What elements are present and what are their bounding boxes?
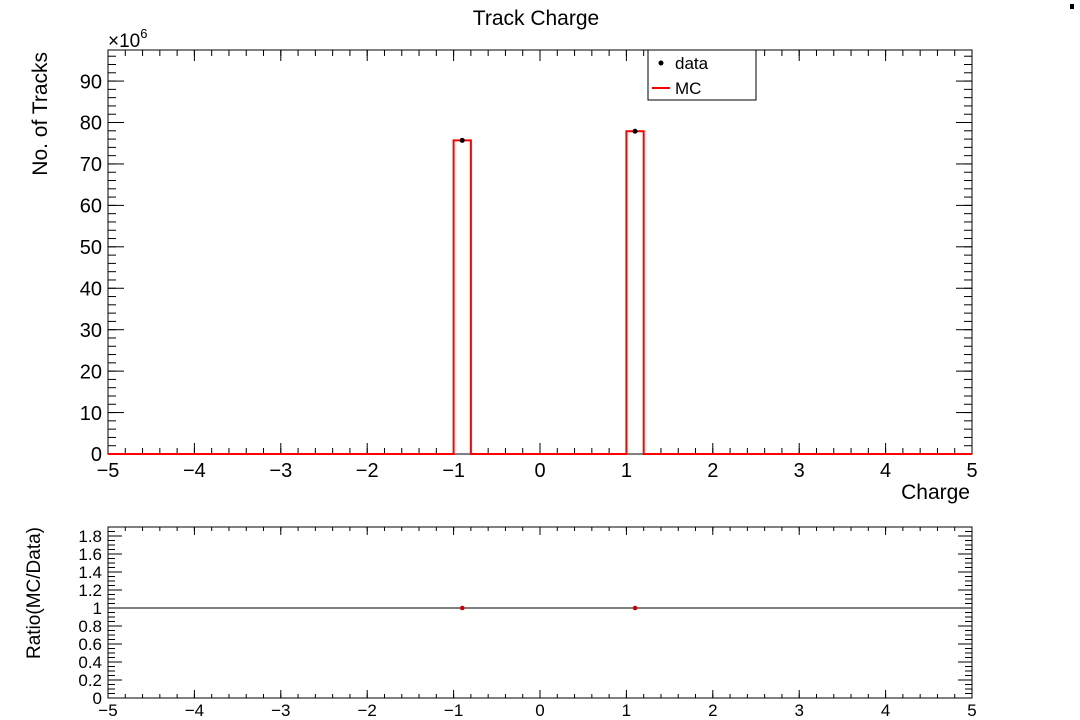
x-tick-label: 3 [794,701,803,720]
y-multiplier: ×106 [108,26,147,52]
x-tick-label: 0 [535,701,544,720]
legend-box [647,49,757,101]
main-plot-frame [107,49,973,455]
y-tick-label: 10 [80,403,102,425]
x-tick-label: −5 [97,460,120,482]
x-tick-label: −5 [98,701,117,720]
ratio-point [459,605,465,611]
y-tick-label: 1.6 [78,545,102,564]
x-tick-label: 5 [966,460,977,482]
x-tick-label: −2 [358,701,377,720]
ratio-plot: −5 −4 −3 −2 −1 0 1 2 3 4 500.20.40.60.811.21.41.61… [24,526,977,720]
data-point [459,137,465,143]
x-tick-label: −1 [444,701,463,720]
y-tick-label: 0.4 [78,653,102,672]
x-tick-label: 0 [534,460,545,482]
x-tick-label: 4 [880,460,891,482]
y-tick-label: 1.8 [78,527,102,546]
ratio-plot-frame [107,526,973,699]
x-tick-label: −3 [269,460,292,482]
y-tick-label: 1.4 [78,563,102,582]
x-tick-label: 5 [967,701,976,720]
x-tick-label: 1 [621,460,632,482]
y-tick-label: 0.2 [78,671,102,690]
y-tick-label: 60 [80,196,102,218]
y-axis-label: No. of Tracks [29,52,52,176]
chart-title: Track Charge [473,7,599,30]
y-tick-label: 20 [80,361,102,383]
y-tick-label: 90 [80,71,102,93]
x-tick-label: 1 [622,701,631,720]
y-tick-label: 0 [93,689,102,708]
y-tick-label: 0 [91,444,102,466]
x-tick-label: 2 [707,460,718,482]
legend-data-marker [658,60,664,66]
y-tick-label: 80 [80,113,102,135]
legend-data-label: data [675,54,709,73]
x-tick-label: 2 [708,701,717,720]
y-tick-label: 1.2 [78,581,102,600]
y-tick-label: 70 [80,154,102,176]
y-tick-label: 30 [80,320,102,342]
y-tick-label: 50 [80,237,102,259]
x-tick-label: 3 [794,460,805,482]
data-point [632,128,638,134]
y-tick-label: 0.6 [78,635,102,654]
ratio-y-axis-label: Ratio(MC/Data) [24,527,45,659]
x-tick-label: −3 [271,701,290,720]
x-axis-label: Charge [901,481,970,504]
y-tick-label: 40 [80,278,102,300]
x-tick-label: −4 [183,460,206,482]
corner-marker [1070,4,1074,9]
y-tick-label: 1 [93,599,102,618]
x-tick-label: −2 [356,460,379,482]
x-tick-label: 4 [881,701,890,720]
legend-mc-label: MC [675,79,701,98]
x-tick-label: −1 [442,460,465,482]
legend: data MC [647,49,757,101]
x-tick-label: −4 [185,701,204,720]
y-tick-label: 0.8 [78,617,102,636]
mc-histogram-line [108,130,972,455]
ratio-point [632,605,638,611]
